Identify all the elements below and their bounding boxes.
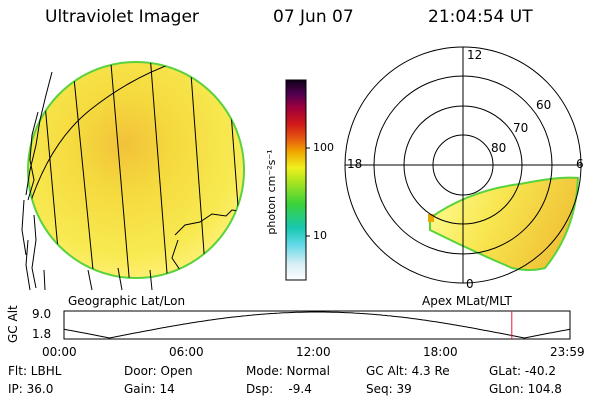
coastline xyxy=(43,269,46,291)
orbit-altitude-curve xyxy=(63,311,571,339)
orbit-plot xyxy=(63,310,571,340)
info-filter: Flt: LBHL xyxy=(8,364,62,378)
colorbar xyxy=(285,79,310,281)
image-date: 07 Jun 07 xyxy=(273,7,354,27)
geographic-image xyxy=(21,61,245,291)
mlt-label-6: 6 xyxy=(576,157,584,171)
coastline xyxy=(174,209,244,236)
polar-plot xyxy=(344,46,582,284)
mlt-label-0: 0 xyxy=(466,277,474,291)
orbit-xtick: 00:00 xyxy=(42,345,77,359)
image-time: 21:04:54 UT xyxy=(428,7,533,27)
info-glat: GLat: -40.2 xyxy=(489,364,556,378)
coastline xyxy=(117,267,123,291)
info-gc-alt: GC Alt: 4.3 Re xyxy=(366,364,450,378)
colorbar-unit-label: photon cm⁻²s⁻¹ xyxy=(265,149,278,235)
earth-disk xyxy=(27,61,245,279)
coastline xyxy=(27,111,39,201)
info-mode: Mode: Normal xyxy=(246,364,330,378)
coastline xyxy=(25,239,31,291)
orbit-ylabel: GC Alt xyxy=(6,305,20,343)
lat-label-70: 70 xyxy=(513,121,529,135)
longitude-line xyxy=(149,62,169,278)
orbit-xtick: 18:00 xyxy=(423,345,458,359)
info-seq: Seq: 39 xyxy=(366,382,412,396)
mlt-label-12: 12 xyxy=(467,48,483,62)
orbit-ytick-bottom: 1.8 xyxy=(32,327,52,341)
orbit-xtick: 12:00 xyxy=(296,345,331,359)
auroral-bright-spot xyxy=(428,214,434,222)
coastline xyxy=(21,199,27,256)
info-dsp: Dsp: -9.4 xyxy=(246,382,312,396)
lat-label-60: 60 xyxy=(536,98,552,112)
coastline xyxy=(87,269,93,291)
latitude-line xyxy=(28,62,201,241)
geographic-caption: Geographic Lat/Lon xyxy=(68,294,186,308)
auroral-oval xyxy=(429,176,580,271)
info-glon: GLon: 104.8 xyxy=(489,382,562,396)
coastline xyxy=(25,71,53,196)
orbit-xtick: 23:59 xyxy=(550,345,585,359)
info-gain: Gain: 14 xyxy=(124,382,175,396)
longitude-line xyxy=(71,62,96,278)
coastline xyxy=(31,214,37,289)
info-ip: IP: 36.0 xyxy=(8,382,54,396)
image-title: Ultraviolet Imager xyxy=(45,7,199,27)
colorbar-tick-10: 10 xyxy=(313,229,327,242)
coastline xyxy=(171,239,181,271)
orbit-plot-frame xyxy=(63,310,571,340)
colorbar-scale xyxy=(285,79,307,281)
orbit-xtick: 06:00 xyxy=(169,345,204,359)
coastline xyxy=(149,269,153,291)
colorbar-tick-100: 100 xyxy=(313,141,334,154)
info-door: Door: Open xyxy=(124,364,193,378)
orbit-ytick-top: 9.0 xyxy=(32,307,52,321)
mlt-label-18: 18 xyxy=(347,157,363,171)
longitude-line xyxy=(189,62,207,278)
lat-label-80: 80 xyxy=(491,141,507,155)
polar-caption: Apex MLat/MLT xyxy=(422,294,512,308)
longitude-line xyxy=(109,62,131,278)
